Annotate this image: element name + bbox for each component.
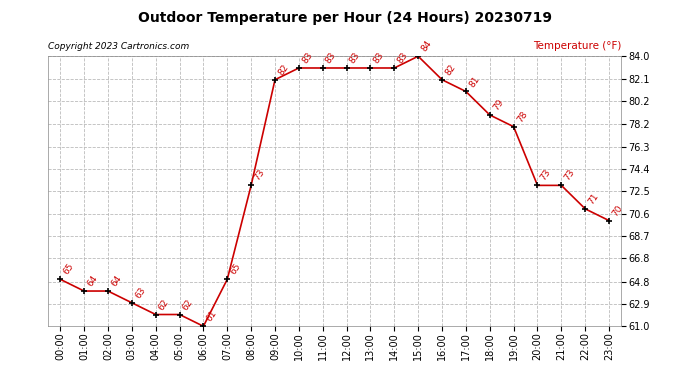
Text: 83: 83 [300,51,314,65]
Text: 83: 83 [372,51,386,65]
Text: 61: 61 [205,309,219,324]
Text: Copyright 2023 Cartronics.com: Copyright 2023 Cartronics.com [48,42,190,51]
Text: 78: 78 [515,110,529,124]
Text: 64: 64 [86,274,99,288]
Text: 70: 70 [611,203,624,218]
Text: 63: 63 [133,285,147,300]
Text: 83: 83 [348,51,362,65]
Text: 62: 62 [181,297,195,312]
Text: 64: 64 [109,274,124,288]
Text: 79: 79 [491,98,505,112]
Text: 84: 84 [420,39,433,54]
Text: 62: 62 [157,297,171,312]
Text: 81: 81 [467,74,481,89]
Text: Temperature (°F): Temperature (°F) [533,41,621,51]
Text: 83: 83 [395,51,410,65]
Text: 82: 82 [444,63,457,77]
Text: 65: 65 [228,262,243,276]
Text: 83: 83 [324,51,338,65]
Text: 82: 82 [277,63,290,77]
Text: 71: 71 [586,192,600,206]
Text: 73: 73 [539,168,553,183]
Text: 65: 65 [61,262,76,276]
Text: 73: 73 [253,168,266,183]
Text: Outdoor Temperature per Hour (24 Hours) 20230719: Outdoor Temperature per Hour (24 Hours) … [138,11,552,25]
Text: 73: 73 [563,168,577,183]
